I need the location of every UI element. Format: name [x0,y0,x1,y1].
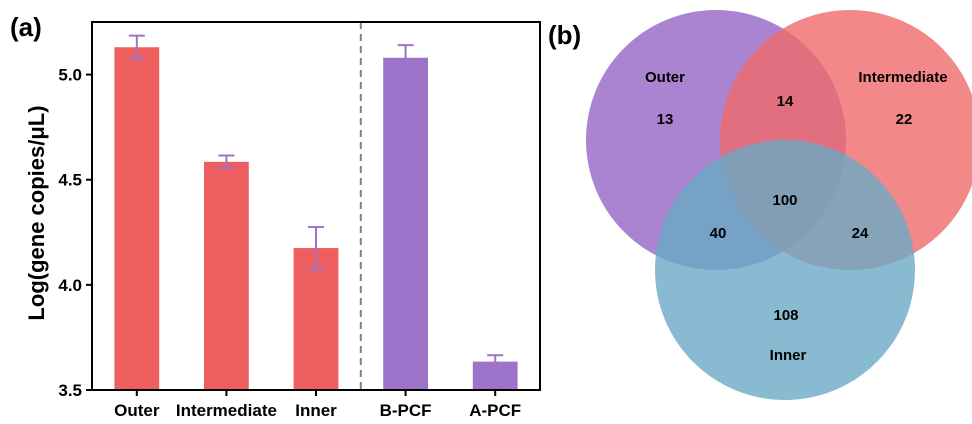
venn-diagram: (b) Outer Intermediate Inner 13 22 14 10… [548,10,972,400]
venn-count-outer-intermediate: 14 [777,93,794,110]
x-tick-label-outer: Outer [114,401,160,420]
bar-chart: (a) Log(gene copies/μL) 3.5 4.0 4.5 5.0 Out… [10,12,541,420]
x-tick-label-b-pcf: B-PCF [380,401,432,420]
venn-circle-inner [655,140,915,400]
bar-marks [114,47,518,391]
venn-label-inner: Inner [770,347,807,364]
y-axis-title: Log(gene copies/μL) [24,105,49,320]
x-tick-label-inner: Inner [295,401,337,420]
x-tick-label-a-pcf: A-PCF [469,401,521,420]
x-tick-label-intermediate: Intermediate [176,401,277,420]
y-tick-label: 4.0 [58,276,82,295]
y-tick-label: 3.5 [58,381,82,400]
venn-count-all: 100 [772,192,797,209]
y-axis-ticks: 3.5 4.0 4.5 5.0 [58,66,92,400]
error-bar-outer [128,34,145,60]
bar-intermediate [204,161,249,390]
venn-label-outer: Outer [645,69,685,86]
error-bar-b-pcf [397,44,414,72]
error-bar-intermediate [218,154,235,170]
venn-label-intermediate: Intermediate [858,69,947,86]
bar-b-pcf [383,57,428,391]
panel-a-label: (a) [10,12,42,42]
y-tick-label: 4.5 [58,171,82,190]
panel-b-label: (b) [548,20,581,50]
bar-outer [114,47,160,391]
x-axis-ticks: Outer Intermediate Inner B-PCF A-PCF [114,390,521,420]
venn-count-outer-inner: 40 [710,225,727,242]
error-bar-a-pcf [487,354,504,369]
error-bars [128,34,504,369]
error-bar-inner [308,226,324,271]
venn-count-intermediate-only: 22 [896,111,913,128]
venn-count-outer-only: 13 [657,111,674,128]
y-tick-label: 5.0 [58,66,82,85]
venn-count-intermediate-inner: 24 [852,225,869,242]
bar-inner [293,248,339,390]
venn-count-inner-only: 108 [773,307,798,324]
